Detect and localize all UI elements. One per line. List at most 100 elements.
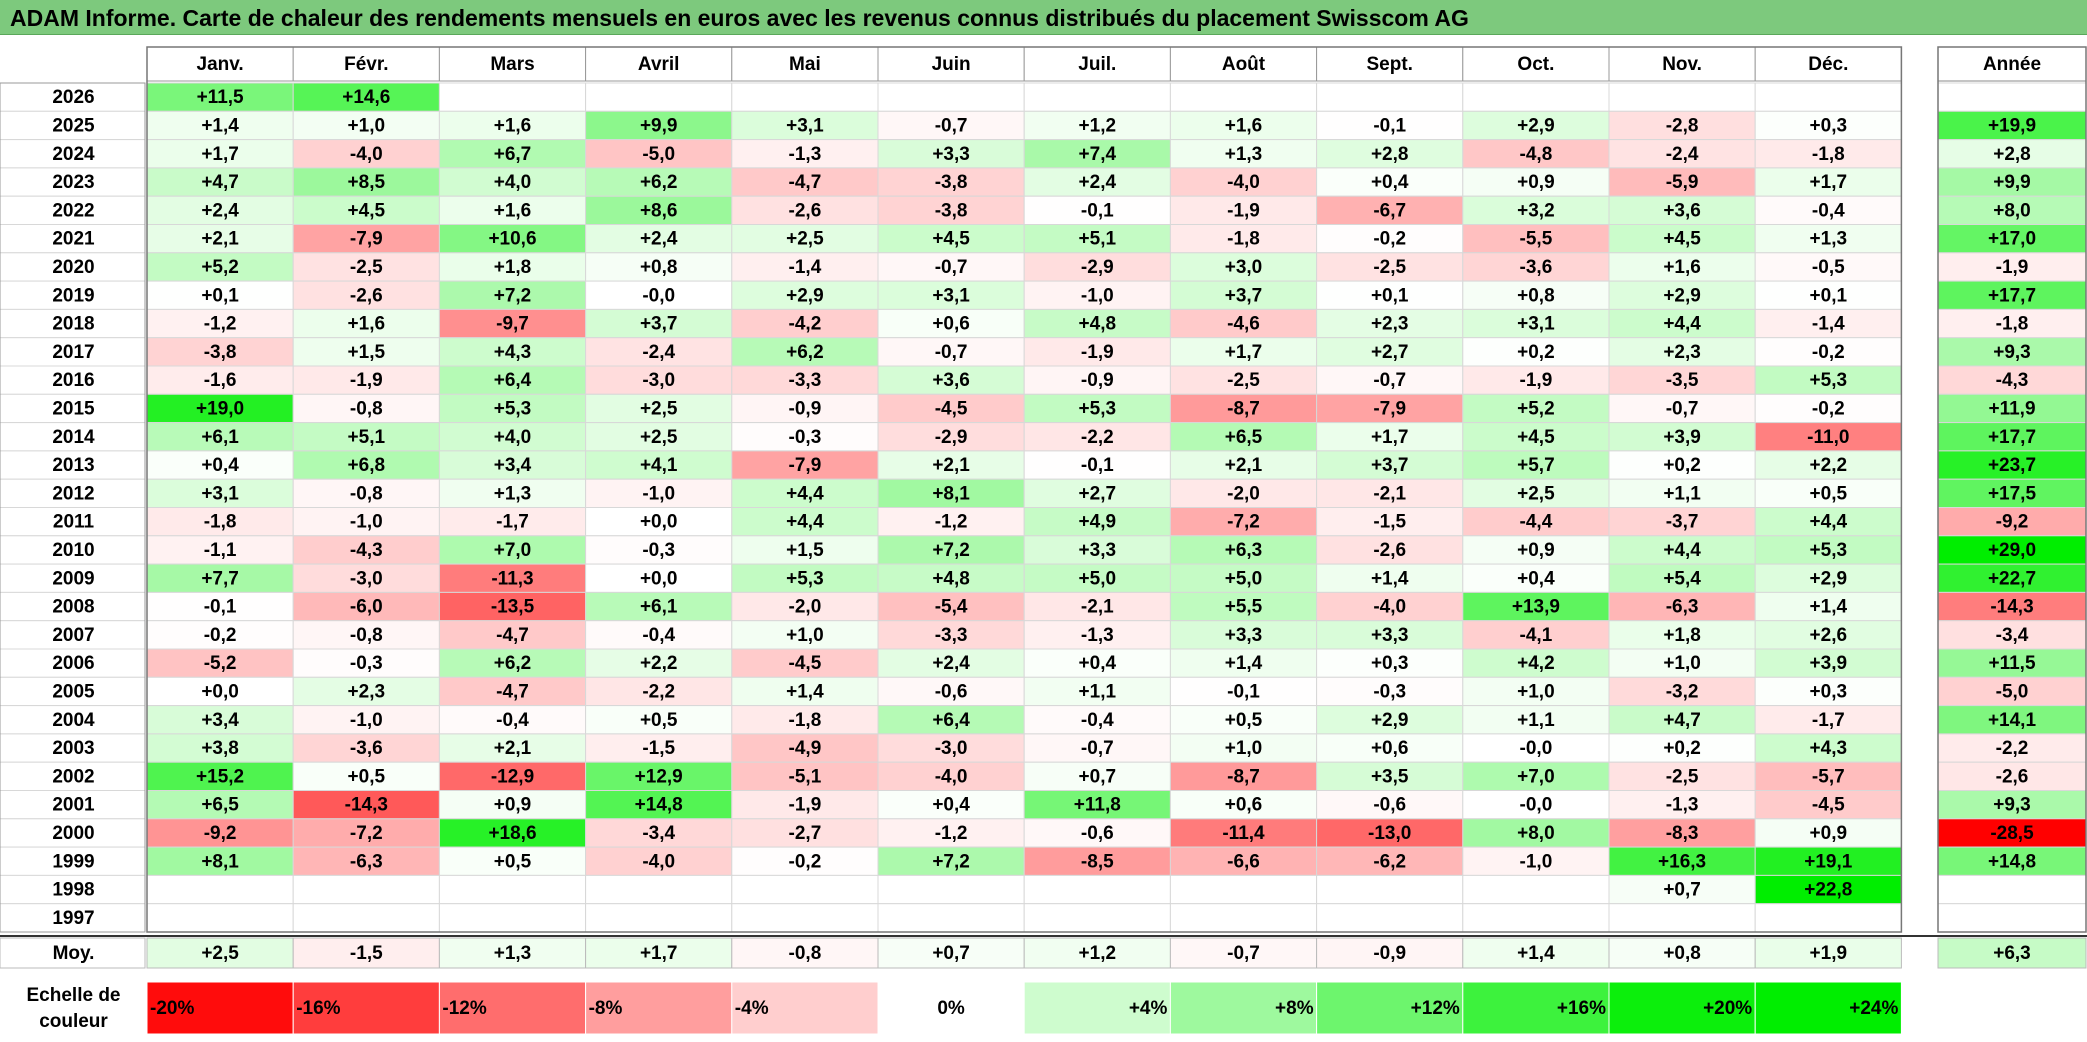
heat-cell-value: -4,0 bbox=[642, 851, 675, 872]
heat-cell-value: -2,8 bbox=[1666, 115, 1699, 136]
heat-cell bbox=[292, 846, 440, 876]
heat-cell bbox=[1023, 591, 1171, 622]
heat-cell bbox=[877, 252, 1025, 282]
heat-cell-value: +0,5 bbox=[1225, 710, 1263, 731]
heat-cell bbox=[1754, 478, 1902, 509]
heat-cell bbox=[877, 846, 1025, 876]
heat-cell-value: -4,0 bbox=[935, 766, 968, 787]
heat-cell-value: +1,4 bbox=[1371, 568, 1409, 589]
heat-cell bbox=[438, 591, 587, 622]
heat-cell bbox=[438, 422, 587, 452]
heat-cell-value: -0,7 bbox=[1666, 398, 1699, 419]
annual-cell-value: -5,0 bbox=[1996, 681, 2029, 702]
heat-cell-value: -2,1 bbox=[1373, 483, 1406, 504]
heat-cell bbox=[1462, 252, 1610, 282]
heat-cell bbox=[877, 82, 1025, 112]
annual-cell-value: +11,5 bbox=[1988, 653, 2035, 674]
heat-cell-value: -0,9 bbox=[1081, 370, 1114, 391]
annual-cell-value: +17,0 bbox=[1988, 229, 2036, 250]
column-header-label: Mai bbox=[789, 54, 821, 75]
heat-cell-value: +1,6 bbox=[1225, 115, 1263, 136]
annual-cell-value: +9,3 bbox=[1993, 795, 2031, 816]
heat-cell-value: +3,3 bbox=[1079, 540, 1117, 561]
heat-cell-value: -3,0 bbox=[935, 738, 968, 759]
heat-cell-value: +13,9 bbox=[1512, 597, 1560, 618]
heat-cell bbox=[438, 110, 587, 141]
heat-cell-value: -0,7 bbox=[935, 257, 968, 278]
heat-cell-value: +5,0 bbox=[1079, 568, 1117, 589]
heat-cell-value: +0,4 bbox=[1371, 172, 1409, 193]
row-year-label: 2003 bbox=[52, 738, 94, 759]
column-header-label: Oct. bbox=[1517, 54, 1554, 75]
heat-cell bbox=[1316, 676, 1464, 707]
heat-cell bbox=[438, 535, 587, 565]
heat-cell bbox=[731, 507, 879, 537]
heat-cell-value: +8,1 bbox=[932, 483, 970, 504]
heat-cell bbox=[1169, 563, 1318, 593]
column-header-label: Juil. bbox=[1078, 54, 1116, 75]
year-column-header-cell bbox=[1937, 46, 2087, 82]
heat-cell bbox=[1462, 422, 1610, 452]
heat-cell-value: +2,9 bbox=[1810, 568, 1848, 589]
heat-cell-value: -3,8 bbox=[935, 172, 968, 193]
heat-cell-value: -11,3 bbox=[491, 568, 533, 589]
heat-cell-value: -2,2 bbox=[642, 681, 675, 702]
annual-cell-value: -1,9 bbox=[1996, 257, 2029, 278]
heat-cell-value: -3,7 bbox=[1666, 512, 1699, 533]
scale-cell bbox=[1023, 981, 1171, 1035]
heat-cell-value: +0,5 bbox=[348, 766, 386, 787]
average-cell bbox=[1754, 937, 1902, 969]
heat-cell-value: -4,0 bbox=[1373, 597, 1406, 618]
row-year-cell bbox=[0, 733, 146, 763]
heat-cell-value: +1,8 bbox=[1663, 625, 1701, 646]
heat-cell-value: +4,1 bbox=[640, 455, 678, 476]
heat-cell-value: +3,6 bbox=[932, 370, 970, 391]
heat-cell bbox=[292, 874, 440, 905]
heat-cell-value: -1,4 bbox=[789, 257, 822, 278]
heat-cell-value: -8,5 bbox=[1081, 851, 1114, 872]
heat-cell-value: +1,0 bbox=[1663, 653, 1701, 674]
heat-cell-value: +1,5 bbox=[348, 342, 386, 363]
heat-cell-value: +1,7 bbox=[1225, 342, 1263, 363]
scale-cell-label: +4% bbox=[1129, 998, 1168, 1019]
heat-cell-value: +0,3 bbox=[1371, 653, 1409, 674]
heat-cell bbox=[1754, 818, 1902, 848]
row-year-cell bbox=[0, 705, 146, 735]
heat-cell bbox=[1754, 308, 1902, 339]
heat-cell-value: -4,6 bbox=[1227, 314, 1260, 335]
heat-cell-value: +4,4 bbox=[1663, 314, 1701, 335]
heat-cell bbox=[731, 82, 879, 112]
heat-cell-value: -1,3 bbox=[789, 144, 822, 165]
heat-cell-value: +0,1 bbox=[1810, 285, 1848, 306]
heat-cell-value: -6,0 bbox=[350, 597, 383, 618]
heat-cell bbox=[731, 733, 879, 763]
column-header-cell bbox=[877, 46, 1025, 82]
heat-cell bbox=[585, 365, 733, 395]
heat-cell-value: +4,5 bbox=[1663, 229, 1701, 250]
heat-cell-value: -13,0 bbox=[1368, 823, 1411, 844]
heat-cell-value: +0,6 bbox=[1371, 738, 1409, 759]
row-year-label: 2025 bbox=[52, 115, 95, 136]
heat-cell-value: +2,2 bbox=[640, 653, 678, 674]
heat-cell bbox=[585, 790, 733, 820]
heat-cell-value: +8,0 bbox=[1517, 823, 1555, 844]
heat-cell-value: +2,7 bbox=[1079, 483, 1117, 504]
heat-cell bbox=[585, 450, 733, 480]
heat-cell bbox=[1169, 224, 1318, 254]
heat-cell-value: -0,0 bbox=[1520, 795, 1553, 816]
heat-cell bbox=[1316, 393, 1464, 424]
heat-cell-value: +6,4 bbox=[932, 710, 970, 731]
heat-cell-value: -2,6 bbox=[1373, 540, 1406, 561]
heat-cell bbox=[1754, 422, 1902, 452]
heat-cell-value: -6,7 bbox=[1373, 200, 1406, 221]
heat-cell bbox=[1754, 705, 1902, 735]
heat-cell-value: -3,3 bbox=[935, 625, 968, 646]
heat-cell-value: -1,6 bbox=[204, 370, 237, 391]
average-cell bbox=[877, 937, 1025, 969]
heat-cell-value: +5,2 bbox=[1517, 398, 1555, 419]
heat-cell-value: -3,3 bbox=[789, 370, 822, 391]
heat-cell bbox=[146, 563, 294, 593]
row-year-label: 2011 bbox=[53, 512, 95, 533]
annual-cell bbox=[1937, 422, 2087, 452]
